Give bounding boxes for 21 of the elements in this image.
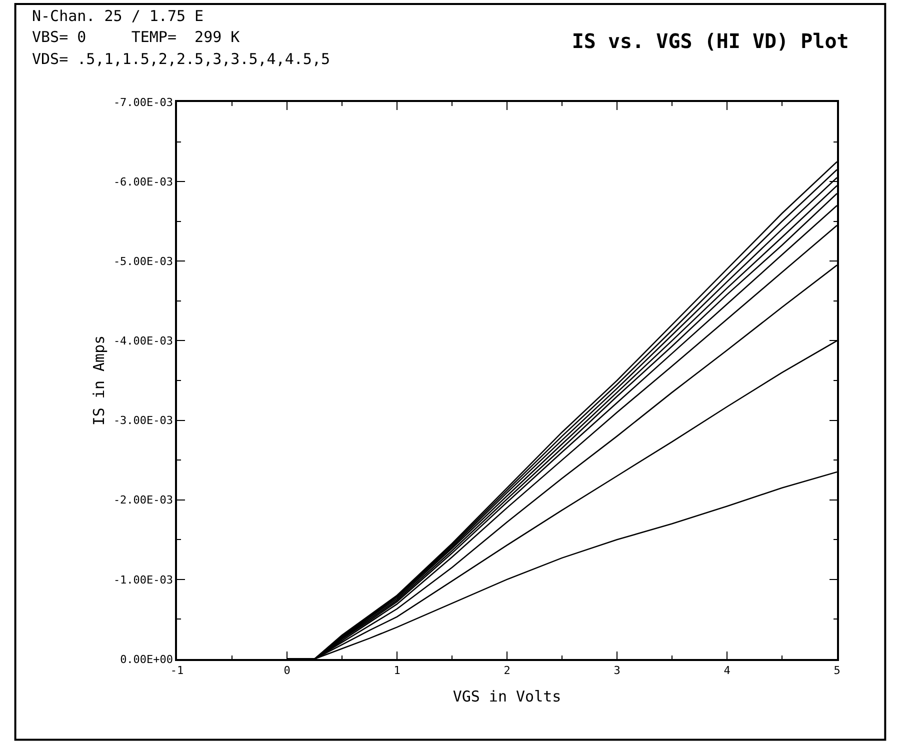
y-tick-label: -3.00E-03 — [113, 414, 174, 428]
y-tick-label: 0.00E+00 — [120, 652, 174, 666]
x-tick-label: 2 — [504, 664, 510, 677]
y-tick-label: -1.00E-03 — [113, 573, 174, 586]
text: VDS= .5,1,1.5,2,2.5,3,3.5,4,4.5,5 — [32, 50, 330, 68]
x-tick-label: 5 — [834, 664, 840, 677]
y-tick-label: -2.00E-03 — [113, 494, 174, 507]
x-tick-label: 3 — [614, 664, 620, 677]
y-tick-label: -6.00E-03 — [113, 175, 174, 188]
text: N-Chan. 25 / 1.75 E — [32, 7, 204, 25]
y-tick-label: -5.00E-03 — [113, 254, 174, 268]
text: VBS= 0 TEMP= 299 K — [32, 28, 240, 46]
y-tick-label: -4.00E-03 — [113, 334, 174, 348]
chart-title: IS vs. VGS (HI VD) Plot — [572, 28, 849, 53]
x-tick-label: 1 — [394, 664, 400, 677]
x-tick-label: 4 — [724, 664, 731, 677]
x-axis-title: VGS in Volts — [452, 687, 562, 706]
x-tick-label: 0 — [284, 664, 290, 677]
y-tick-label: -7.00E-03 — [113, 96, 174, 109]
x-tick-label: -1 — [170, 664, 184, 677]
y-axis-title: IS in Amps — [90, 335, 108, 426]
